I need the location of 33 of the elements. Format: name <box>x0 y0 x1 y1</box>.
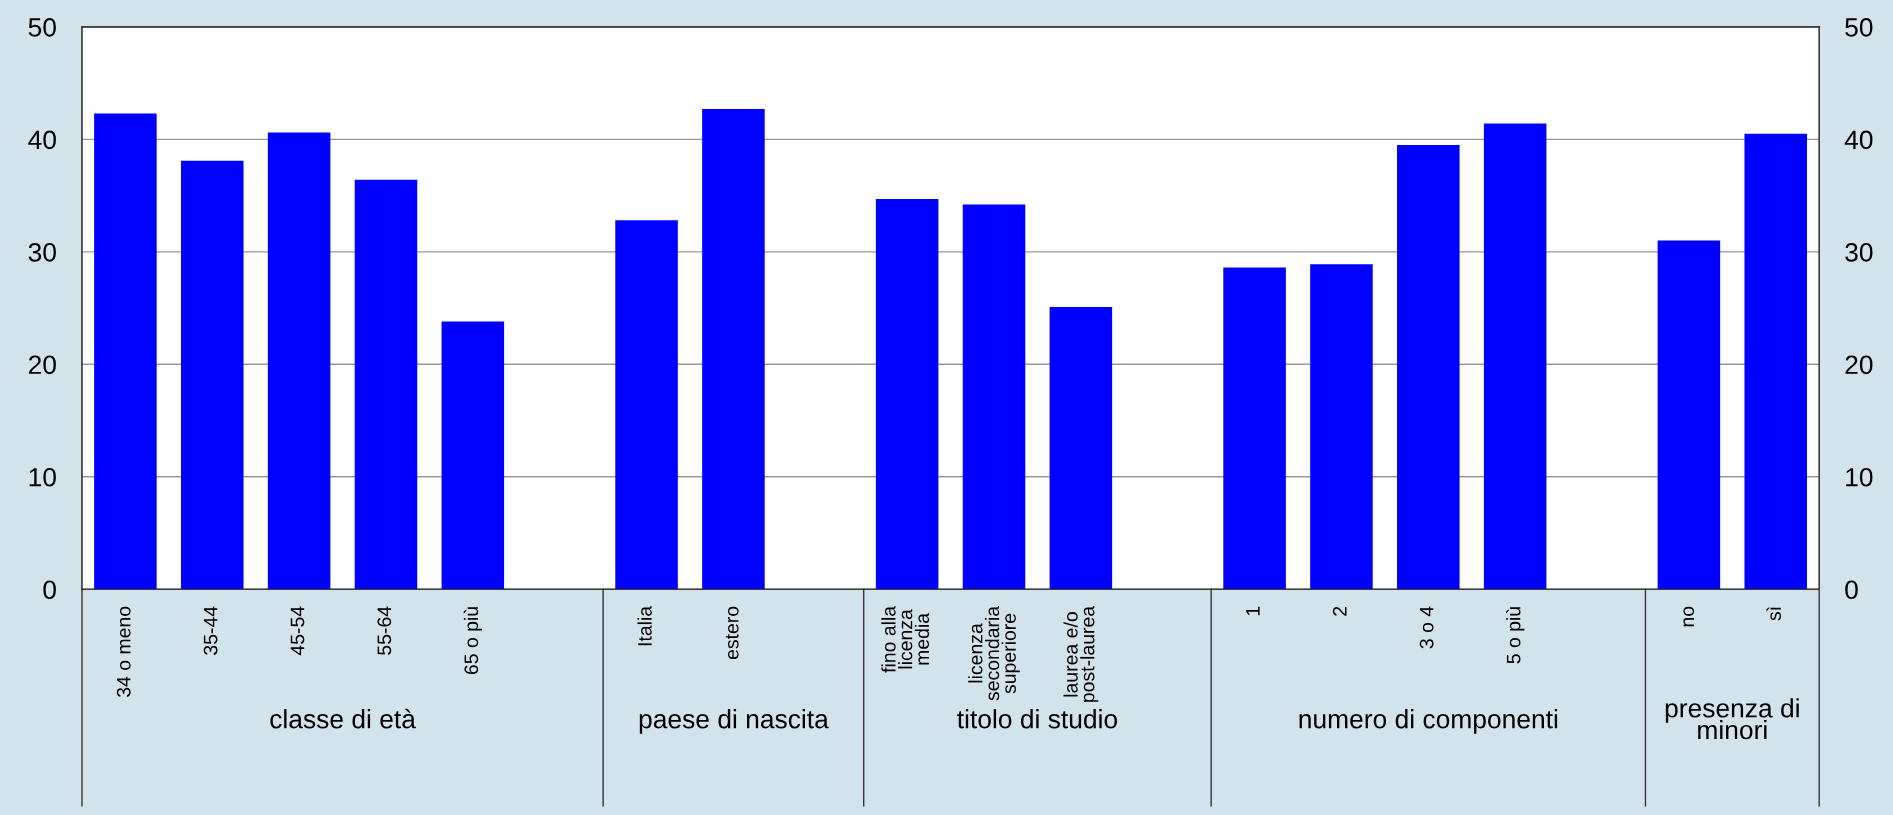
text: titolo di studio <box>957 709 1118 729</box>
y-tick-label: 0 <box>43 580 56 600</box>
x-tick-label: 1 <box>1246 606 1260 616</box>
x-tick-label: Italia <box>637 605 652 646</box>
text: classe di età <box>270 708 416 729</box>
x-tick-label: no <box>1683 606 1695 627</box>
x-tick-label: 5 o più <box>1505 607 1525 664</box>
x-tick-label: 35-44 <box>203 606 218 655</box>
y-tick-label: 50 <box>28 18 56 37</box>
y-tick-label: 20 <box>28 355 56 375</box>
x-tick-label: 45-54 <box>290 606 305 656</box>
x-tick-label: 34 o meno <box>116 606 131 698</box>
x-tick-label: estero <box>725 606 739 660</box>
y-tick-label: 10 <box>29 467 56 487</box>
x-tick-label: laurea e/o post-laurea <box>1063 605 1099 702</box>
y2-tick-label: 20 <box>1845 355 1873 375</box>
x-tick-label: fino alla licenza media <box>881 605 930 673</box>
y2-tick-label: 40 <box>1844 130 1873 150</box>
y2-tick-label: 10 <box>1846 467 1873 487</box>
x-tick-label: 65 o più <box>463 607 483 675</box>
y2-tick-label: 50 <box>1845 18 1873 37</box>
text: paese di nascita <box>639 709 829 734</box>
x-tick-label: sì <box>1766 607 1781 621</box>
y-tick-label: 40 <box>28 130 56 150</box>
x-tick-label: 3 o 4 <box>1419 606 1434 649</box>
y2-tick-label: 30 <box>1845 242 1873 262</box>
x-tick-label: 2 <box>1332 606 1347 616</box>
text: numero di componenti <box>1299 709 1558 734</box>
text: presenza di minori <box>1665 698 1799 740</box>
y-tick-label: 30 <box>28 242 56 262</box>
x-tick-label: 55-64 <box>377 606 392 655</box>
x-tick-label: licenza secondaria superiore <box>968 605 1020 701</box>
y2-tick-label: 0 <box>1845 580 1858 600</box>
